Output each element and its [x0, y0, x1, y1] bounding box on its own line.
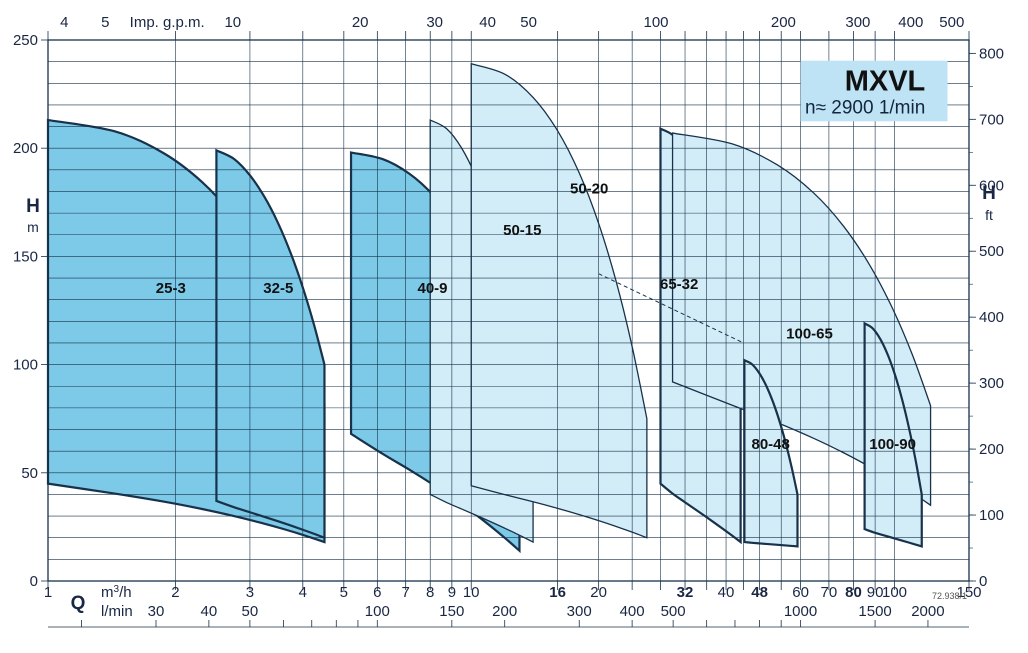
- svg-text:7: 7: [402, 584, 410, 601]
- svg-text:0: 0: [979, 573, 987, 590]
- svg-text:40-9: 40-9: [417, 280, 447, 297]
- svg-text:30: 30: [148, 603, 165, 620]
- svg-text:500: 500: [661, 603, 686, 620]
- svg-text:32-5: 32-5: [263, 280, 293, 297]
- svg-text:0: 0: [30, 573, 38, 590]
- svg-text:MXVL: MXVL: [845, 66, 926, 98]
- svg-text:100-65: 100-65: [786, 326, 833, 343]
- svg-text:H: H: [982, 183, 996, 204]
- svg-text:m3/h: m3/h: [101, 584, 132, 602]
- svg-text:48: 48: [751, 584, 768, 601]
- svg-text:200: 200: [979, 441, 1004, 458]
- svg-text:40: 40: [718, 584, 735, 601]
- svg-text:m: m: [27, 219, 39, 235]
- svg-text:2: 2: [171, 584, 179, 601]
- svg-text:100-90: 100-90: [869, 436, 916, 453]
- svg-text:6: 6: [373, 584, 381, 601]
- svg-text:50: 50: [520, 14, 537, 31]
- svg-text:1500: 1500: [858, 603, 891, 620]
- svg-text:200: 200: [492, 603, 517, 620]
- svg-text:500: 500: [939, 14, 964, 31]
- svg-text:ft: ft: [985, 207, 993, 223]
- svg-text:150: 150: [13, 248, 38, 265]
- svg-text:500: 500: [979, 243, 1004, 260]
- svg-text:1000: 1000: [784, 603, 817, 620]
- svg-text:n≈ 2900 1/min: n≈ 2900 1/min: [805, 98, 925, 119]
- svg-text:8: 8: [426, 584, 434, 601]
- svg-text:50: 50: [21, 465, 38, 482]
- svg-text:10: 10: [224, 14, 241, 31]
- svg-text:2000: 2000: [911, 603, 944, 620]
- svg-text:Q: Q: [71, 593, 86, 614]
- svg-text:32: 32: [677, 584, 694, 601]
- svg-text:10: 10: [463, 584, 480, 601]
- svg-text:Imp. g.p.m.: Imp. g.p.m.: [130, 14, 205, 31]
- svg-text:80: 80: [845, 584, 862, 601]
- svg-text:100: 100: [882, 584, 907, 601]
- svg-text:4: 4: [60, 14, 68, 31]
- svg-text:40: 40: [201, 603, 218, 620]
- svg-text:20: 20: [352, 14, 369, 31]
- svg-text:200: 200: [771, 14, 796, 31]
- svg-text:700: 700: [979, 111, 1004, 128]
- svg-text:400: 400: [979, 309, 1004, 326]
- svg-text:70: 70: [821, 584, 838, 601]
- svg-text:3: 3: [246, 584, 254, 601]
- svg-text:400: 400: [898, 14, 923, 31]
- svg-text:800: 800: [979, 45, 1004, 62]
- svg-text:72.938/1: 72.938/1: [932, 591, 967, 601]
- svg-text:1: 1: [44, 584, 52, 601]
- svg-text:4: 4: [299, 584, 307, 601]
- svg-text:9: 9: [448, 584, 456, 601]
- svg-text:300: 300: [979, 375, 1004, 392]
- svg-text:100: 100: [365, 603, 390, 620]
- svg-text:H: H: [26, 196, 40, 217]
- svg-text:20: 20: [590, 584, 607, 601]
- svg-text:400: 400: [620, 603, 645, 620]
- svg-text:5: 5: [101, 14, 109, 31]
- svg-text:40: 40: [479, 14, 496, 31]
- svg-text:200: 200: [13, 140, 38, 157]
- svg-text:65-32: 65-32: [660, 276, 698, 293]
- svg-text:80-48: 80-48: [752, 436, 790, 453]
- svg-text:l/min: l/min: [101, 603, 133, 620]
- svg-text:250: 250: [13, 32, 38, 49]
- svg-text:300: 300: [567, 603, 592, 620]
- svg-text:150: 150: [439, 603, 464, 620]
- svg-text:100: 100: [643, 14, 668, 31]
- svg-text:50-20: 50-20: [570, 181, 608, 198]
- svg-text:50-15: 50-15: [503, 222, 541, 239]
- svg-text:100: 100: [13, 357, 38, 374]
- svg-text:30: 30: [426, 14, 443, 31]
- svg-text:60: 60: [792, 584, 809, 601]
- svg-text:300: 300: [845, 14, 870, 31]
- svg-text:16: 16: [549, 584, 566, 601]
- svg-text:5: 5: [340, 584, 348, 601]
- svg-text:50: 50: [242, 603, 259, 620]
- svg-text:100: 100: [979, 507, 1004, 524]
- svg-text:90: 90: [867, 584, 884, 601]
- svg-text:25-3: 25-3: [156, 280, 186, 297]
